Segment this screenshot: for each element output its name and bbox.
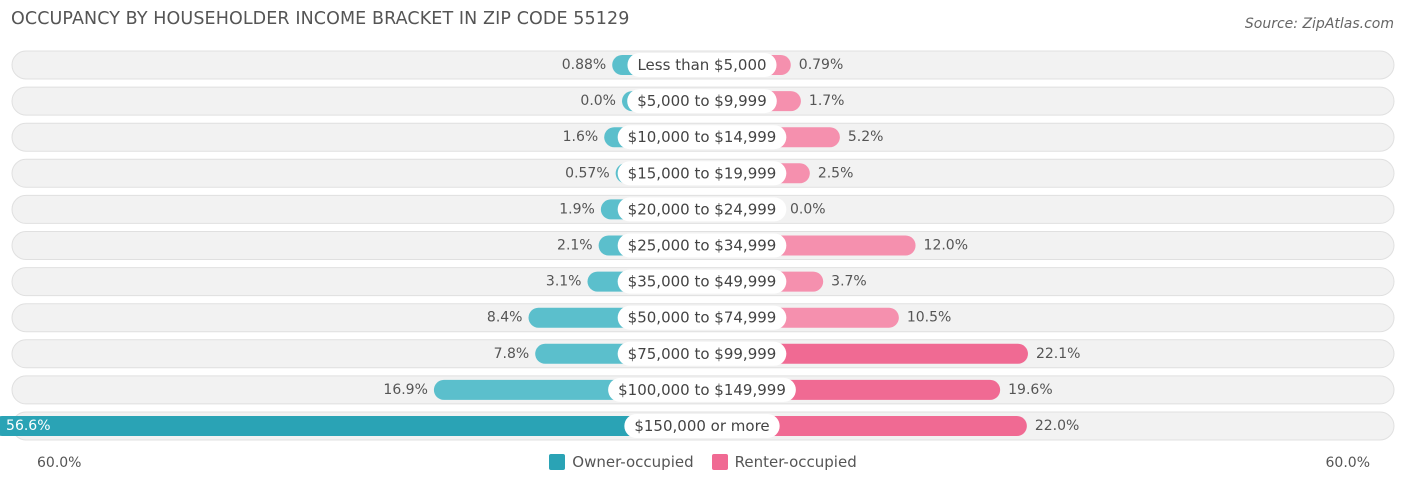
owner-value-label: 0.57% bbox=[565, 165, 609, 181]
category-label-pill bbox=[617, 197, 787, 222]
legend-renter-label: Renter-occupied bbox=[734, 453, 857, 471]
legend-item-renter[interactable]: Renter-occupied bbox=[711, 453, 857, 471]
renter-value-label: 0.0% bbox=[790, 201, 826, 217]
category-label: $150,000 or more bbox=[634, 417, 769, 435]
category-label: $35,000 to $49,999 bbox=[628, 273, 777, 291]
renter-value-label: 3.7% bbox=[831, 274, 867, 290]
owner-value-label: 56.6% bbox=[6, 418, 50, 434]
owner-bar bbox=[0, 416, 702, 436]
category-label-pill bbox=[617, 125, 787, 150]
category-label-pill bbox=[617, 341, 787, 366]
owner-value-label: 16.9% bbox=[383, 382, 427, 398]
category-label-pill bbox=[617, 269, 787, 294]
renter-value-label: 0.79% bbox=[799, 57, 843, 73]
category-label: $10,000 to $14,999 bbox=[628, 128, 777, 146]
renter-value-label: 1.7% bbox=[809, 93, 845, 109]
category-label-pill bbox=[617, 305, 787, 330]
axis-left-label: 60.0% bbox=[37, 455, 82, 471]
renter-value-label: 5.2% bbox=[848, 129, 884, 145]
renter-value-label: 10.5% bbox=[907, 310, 951, 326]
category-label-pill bbox=[617, 161, 787, 186]
category-label: $25,000 to $34,999 bbox=[628, 237, 777, 255]
category-label: $20,000 to $24,999 bbox=[628, 200, 777, 218]
category-label: $15,000 to $19,999 bbox=[628, 164, 777, 182]
renter-bar bbox=[702, 416, 1027, 436]
owner-value-label: 1.9% bbox=[559, 201, 595, 217]
category-label: $50,000 to $74,999 bbox=[628, 309, 777, 327]
legend-item-owner[interactable]: Owner-occupied bbox=[549, 453, 694, 471]
category-label-pill bbox=[617, 233, 787, 258]
owner-value-label: 1.6% bbox=[563, 129, 599, 145]
source-label: Source: ZipAtlas.com bbox=[1244, 16, 1394, 32]
renter-value-label: 22.0% bbox=[1035, 418, 1079, 434]
legend: Owner-occupied Renter-occupied bbox=[0, 453, 1406, 471]
owner-value-label: 0.88% bbox=[562, 57, 606, 73]
category-label-pill bbox=[627, 53, 777, 77]
category-label: $75,000 to $99,999 bbox=[628, 345, 777, 363]
renter-swatch bbox=[711, 454, 728, 470]
legend-owner-label: Owner-occupied bbox=[572, 453, 694, 471]
owner-value-label: 7.8% bbox=[494, 346, 530, 362]
category-label: $100,000 to $149,999 bbox=[618, 381, 786, 399]
chart-title: OCCUPANCY BY HOUSEHOLDER INCOME BRACKET … bbox=[11, 9, 630, 29]
renter-value-label: 22.1% bbox=[1036, 346, 1080, 362]
axis-right-label: 60.0% bbox=[1325, 455, 1370, 471]
renter-value-label: 19.6% bbox=[1008, 382, 1052, 398]
owner-value-label: 0.0% bbox=[580, 93, 616, 109]
owner-swatch bbox=[549, 454, 566, 470]
renter-value-label: 2.5% bbox=[818, 165, 854, 181]
category-label: Less than $5,000 bbox=[637, 56, 766, 74]
renter-value-label: 12.0% bbox=[924, 238, 968, 254]
owner-value-label: 8.4% bbox=[487, 310, 523, 326]
category-label: $5,000 to $9,999 bbox=[637, 92, 767, 110]
owner-value-label: 2.1% bbox=[557, 238, 593, 254]
category-label-pill bbox=[624, 414, 780, 438]
category-label-pill bbox=[627, 89, 777, 114]
category-label-pill bbox=[608, 377, 796, 402]
owner-value-label: 3.1% bbox=[546, 274, 582, 290]
